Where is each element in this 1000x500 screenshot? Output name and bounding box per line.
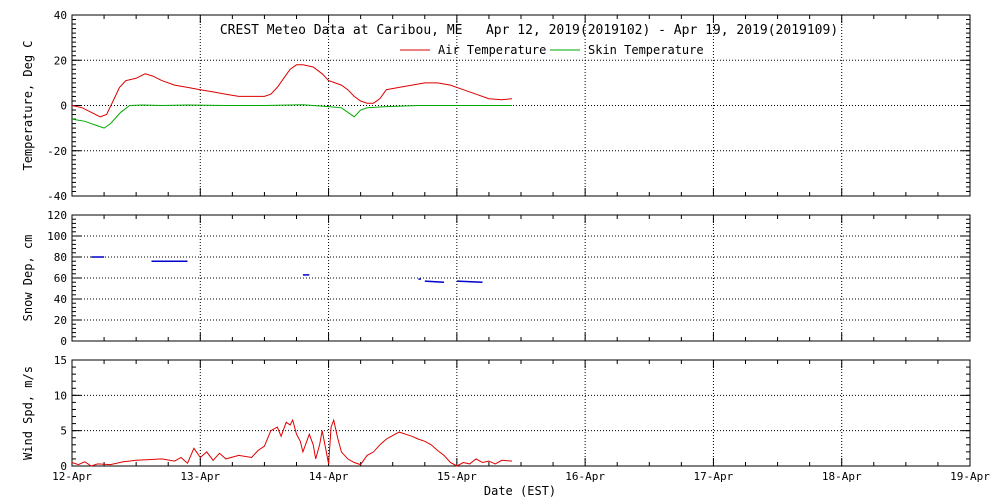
y-tick-label: 5: [60, 425, 67, 438]
plot-frame: [71, 214, 971, 342]
panel-2: 0 20 40 60 80 100 120 Snow Dep, cm: [21, 209, 971, 348]
y-axis-label: Snow Dep, cm: [21, 235, 35, 322]
series-line-1: [71, 64, 513, 118]
x-tick-label: 15-Apr: [437, 470, 477, 483]
x-tick-label: 14-Apr: [309, 470, 349, 483]
y-tick-label: 15: [54, 354, 67, 367]
panel-3: 0 5 10 15 Wind Spd, m/s: [21, 354, 971, 473]
y-tick-label: 120: [47, 209, 67, 222]
y-axis-label: Wind Spd, m/s: [21, 366, 35, 460]
y-tick-label: -20: [47, 145, 67, 158]
y-tick-label: 80: [54, 251, 67, 264]
snow-depth-segment: [424, 280, 445, 283]
y-tick-label: 0: [60, 100, 67, 113]
snow-depth-segment: [456, 280, 483, 283]
x-tick-label: 12-Apr: [52, 470, 92, 483]
y-tick-label: 0: [60, 460, 67, 473]
x-axis-label: Date (EST): [484, 484, 556, 498]
y-axis-label: Temperature, Deg C: [21, 40, 35, 170]
y-tick-label: 20: [54, 314, 67, 327]
legend-label-skin: Skin Temperature: [588, 43, 704, 57]
series-line-2: [71, 104, 512, 129]
x-tick-label: 16-Apr: [565, 470, 605, 483]
y-tick-label: 10: [54, 389, 67, 402]
y-tick-label: 100: [47, 230, 67, 243]
x-tick-label: 17-Apr: [694, 470, 734, 483]
y-tick-label: 40: [54, 293, 67, 306]
legend: Air Temperature Skin Temperature: [400, 43, 704, 57]
y-tick-label: 60: [54, 272, 67, 285]
legend-label-air: Air Temperature: [438, 43, 546, 57]
chart-title: CREST Meteo Data at Caribou, ME Apr 12, …: [220, 23, 838, 38]
x-tick-label: 18-Apr: [822, 470, 862, 483]
x-tick-label: 19-Apr: [950, 470, 990, 483]
x-tick-label: 13-Apr: [180, 470, 220, 483]
plot-frame: [71, 359, 971, 467]
y-tick-label: 40: [54, 9, 67, 22]
panel-1: -40 -20 0 20 40 Temperature, Deg C: [21, 9, 971, 203]
series-line-1: [71, 418, 513, 467]
y-tick-label: 20: [54, 54, 67, 67]
y-tick-label: -40: [47, 190, 67, 203]
y-tick-label: 0: [60, 335, 67, 348]
